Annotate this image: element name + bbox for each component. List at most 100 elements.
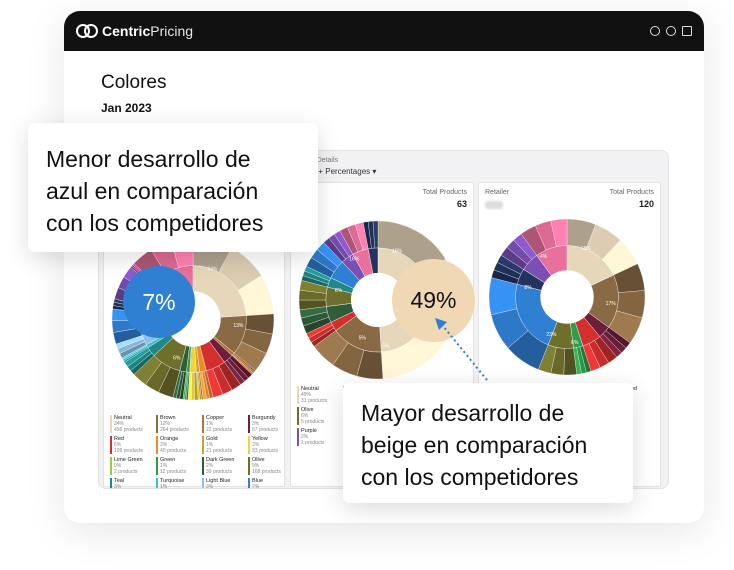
retailer-name-blurred	[485, 201, 503, 209]
legend-entry-pct: 12%	[160, 421, 171, 427]
donut-outer-segment	[372, 221, 379, 249]
legend-entry: Burgundy 3% 57 products	[248, 415, 292, 433]
legend-entry-name: Red	[627, 386, 667, 392]
legend-entry-name: Neutral	[301, 386, 319, 392]
legend-entry-pct: 2%	[301, 434, 309, 440]
donut-label: 18%	[581, 246, 592, 252]
legend-entry-name: Purple	[301, 428, 317, 434]
legend-entry-name: Gold	[206, 436, 218, 442]
donut-hole	[351, 273, 405, 327]
brand-logo[interactable]: Centric Pricing	[76, 23, 193, 39]
donut-right: 18% 17% 23% 8% 6% 4% 6%	[489, 219, 645, 375]
donut-label: 16%	[392, 249, 403, 255]
centric-logo-icon	[76, 24, 98, 38]
blue-percentage-bubble: 7%	[123, 266, 195, 338]
legend-entry-pct: 0%	[114, 463, 122, 469]
legend-entry-name: Yellow	[252, 436, 268, 442]
donut-hole	[540, 270, 594, 324]
legend-entry-pct: 49%	[301, 392, 312, 398]
legend-entry-pct: 3%	[114, 484, 122, 489]
retailer-label: Retailer	[485, 189, 510, 196]
legend-left: Neutral 24% 456 products Brown 12% 264 produc…	[110, 415, 292, 489]
breakdown-select-value: nfo + Percentages	[305, 167, 371, 176]
legend-entry: Orange 2% 40 products	[156, 436, 200, 454]
donut-label: 6%	[579, 309, 587, 315]
donut-label: 6%	[173, 356, 181, 362]
legend-entry: Purple 2% 1 products	[297, 428, 341, 446]
legend-entry: Brown 12% 264 products	[156, 415, 200, 433]
legend-entry-pct: 7%	[252, 484, 260, 489]
legend-entry-count: 33 products	[252, 448, 279, 454]
legend-entry: Olive 9% 168 products	[248, 457, 292, 475]
legend-entry-count: 57 products	[252, 427, 279, 433]
donut-label: 5%	[382, 343, 390, 349]
legend-entry-count: 109 products	[114, 448, 143, 454]
legend-entry-count: 31 products	[301, 398, 328, 404]
donut-label: 13%	[233, 323, 244, 329]
legend-entry-count: 264 products	[160, 427, 189, 433]
legend-entry-pct: 3%	[252, 421, 260, 427]
legend-entry-count: 39 products	[206, 469, 233, 475]
legend-entry-count: 22 products	[206, 427, 233, 433]
legend-entry-pct: 2%	[252, 442, 260, 448]
legend-entry: Red 6% 109 products	[110, 436, 154, 454]
breakdown-label: end Details	[303, 157, 339, 164]
legend-entry: Olive 6% 5 products	[297, 407, 341, 425]
legend-entry-count: 21 products	[206, 448, 233, 454]
legend-entry-count: 12 products	[160, 469, 187, 475]
legend-entry-name: Copper	[206, 415, 225, 421]
breakdown-select[interactable]: nfo + Percentages ▾	[305, 167, 376, 176]
header-icons	[650, 26, 692, 36]
legend-entry: Neutral 49% 31 products	[297, 386, 341, 404]
legend-entry-name: Blue	[252, 478, 264, 484]
top-bar: Centric Pricing	[64, 11, 704, 51]
logout-icon[interactable]	[682, 26, 692, 36]
legend-entry-name: Olive	[301, 407, 314, 413]
legend-entry-pct: 24%	[114, 421, 125, 427]
legend-entry-pct: 1%	[160, 463, 168, 469]
donut-label: 17%	[606, 301, 617, 307]
dotted-arrow-icon	[435, 318, 488, 381]
legend-entry: Gold 1% 21 products	[202, 436, 246, 454]
beige-percentage-bubble: 49%	[392, 259, 475, 342]
legend-entry: Yellow 2% 33 products	[248, 436, 292, 454]
legend-entry-name: Brown	[160, 415, 176, 421]
legend-entry-count: 1 products	[301, 440, 325, 446]
total-products-count: 63	[456, 199, 467, 209]
legend-entry-pct: 2%	[206, 463, 214, 469]
total-products-count: 120	[638, 199, 654, 209]
legend-entry-pct: 6%	[301, 413, 309, 419]
legend-entry-name: Red	[114, 436, 125, 442]
legend-entry-count: 40 products	[160, 448, 187, 454]
callout-blue: Menor desarrollo de azul en comparación …	[28, 123, 318, 252]
chat-icon[interactable]	[650, 26, 660, 36]
legend-entry-name: Orange	[160, 436, 179, 442]
total-products-label: Total Products	[422, 189, 467, 196]
legend-entry: Copper 1% 22 products	[202, 415, 246, 433]
brand-bold: Centric	[102, 23, 151, 39]
legend-entry-count: 2 products	[114, 469, 138, 475]
settings-icon[interactable]	[666, 26, 676, 36]
page-date: Jan 2023	[101, 101, 152, 115]
legend-entry: Neutral 24% 456 products	[110, 415, 154, 433]
legend-entry-pct: 1%	[160, 484, 168, 489]
donut-label: 6%	[335, 288, 343, 294]
page-title: Colores	[101, 72, 167, 93]
legend-entry-name: Neutral	[114, 415, 132, 421]
legend-entry-name: Light Blue	[206, 478, 231, 484]
donut-label: 4%	[540, 254, 548, 260]
donut-label: 24%	[207, 266, 218, 272]
chevron-down-icon: ▾	[372, 167, 377, 176]
legend-entry-name: Teal	[114, 478, 125, 484]
legend-entry-pct: 6%	[114, 442, 122, 448]
legend-entry-pct: 1%	[206, 442, 214, 448]
total-products-label: Total Products	[609, 189, 654, 196]
legend-entry: Dark Green 2% 39 products	[202, 457, 246, 475]
legend-entry-count: 456 products	[114, 427, 143, 433]
legend-entry-name: Burgundy	[252, 415, 276, 421]
donut-label: 6%	[571, 340, 579, 346]
